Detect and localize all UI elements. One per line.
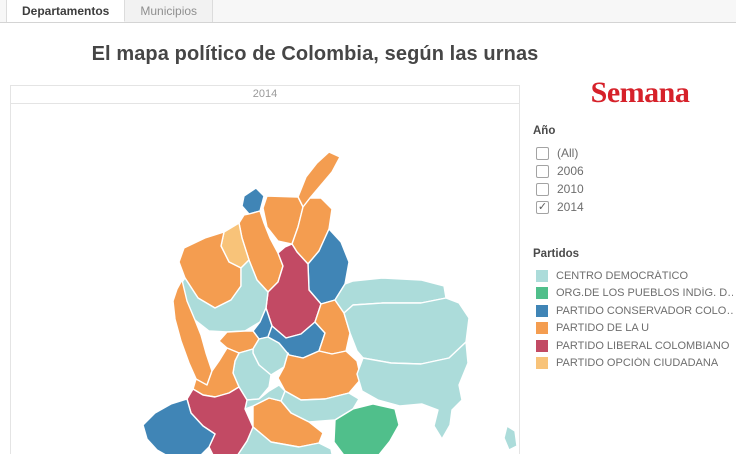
legend-item-opcion-ciudadana[interactable]: PARTIDO OPCIÓN CIUDADANA xyxy=(536,355,733,373)
checkbox-2014-label: 2014 xyxy=(557,200,584,214)
legend-label-org-indigena: ORG.DE LOS PUEBLOS INDÍG. D… xyxy=(556,287,733,300)
year-filter: Año (All) 2006 2010 ✓ 2014 xyxy=(533,125,733,216)
sheet-tab-bar: Departamentos Municipios xyxy=(0,0,736,23)
party-legend-label: Partidos xyxy=(533,248,580,260)
legend-item-liberal[interactable]: PARTIDO LIBERAL COLOMBIANO xyxy=(536,337,733,355)
legend-label-centro-democratico: CENTRO DEMOCRÁTICO xyxy=(556,269,688,282)
legend-label-partido-u: PARTIDO DE LA U xyxy=(556,322,650,335)
region-atlantico[interactable] xyxy=(241,187,265,215)
legend-label-opcion-ciudadana: PARTIDO OPCIÓN CIUDADANA xyxy=(556,357,719,370)
page-title: El mapa político de Colombia, según las … xyxy=(91,43,539,65)
legend-item-partido-u[interactable]: PARTIDO DE LA U xyxy=(536,320,733,338)
year-option-2010[interactable]: 2010 xyxy=(536,180,733,198)
swatch-partido-u xyxy=(536,322,548,335)
checkbox-all[interactable] xyxy=(536,146,549,160)
party-legend: Partidos CENTRO DEMOCRÁTICO ORG.DE LOS P… xyxy=(533,248,733,372)
checkbox-2006-label: 2006 xyxy=(557,164,584,178)
tab-sliver[interactable] xyxy=(0,0,7,22)
legend-label-conservador: PARTIDO CONSERVADOR COLO… xyxy=(556,304,733,317)
legend-item-conservador[interactable]: PARTIDO CONSERVADOR COLO… xyxy=(536,302,733,320)
legend-item-centro-democratico[interactable]: CENTRO DEMOCRÁTICO xyxy=(536,267,733,285)
tab-municipios[interactable]: Municipios xyxy=(125,0,214,22)
right-panel: Semana Año (All) 2006 2010 ✓ 2014 Partid… xyxy=(533,78,733,372)
region-guainia[interactable] xyxy=(356,341,469,440)
swatch-liberal xyxy=(536,339,548,352)
title-row: El mapa político de Colombia, según las … xyxy=(0,43,630,66)
region-vaupes[interactable] xyxy=(333,403,400,454)
semana-logo: Semana xyxy=(590,76,690,109)
checkbox-all-label: (All) xyxy=(557,146,579,160)
colombia-map xyxy=(11,104,519,454)
colombia-choropleth-svg xyxy=(142,151,518,454)
year-option-2014[interactable]: ✓ 2014 xyxy=(536,198,733,216)
year-option-2006[interactable]: 2006 xyxy=(536,162,733,180)
swatch-org-indigena xyxy=(536,287,548,300)
swatch-conservador xyxy=(536,304,548,317)
swatch-opcion-ciudadana xyxy=(536,357,548,370)
map-panel: 2014 xyxy=(10,85,520,454)
checkbox-2006[interactable] xyxy=(536,164,549,178)
map-year-header: 2014 xyxy=(11,86,519,104)
checkbox-2014[interactable]: ✓ xyxy=(536,200,549,214)
year-option-all[interactable]: (All) xyxy=(536,144,733,162)
year-filter-label: Año xyxy=(533,125,556,137)
region-vichada[interactable] xyxy=(343,297,470,365)
swatch-centro-democratico xyxy=(536,269,548,282)
legend-label-liberal: PARTIDO LIBERAL COLOMBIANO xyxy=(556,339,730,352)
tab-departamentos[interactable]: Departamentos xyxy=(7,0,126,22)
region-huila[interactable] xyxy=(244,384,286,410)
region-casanare[interactable] xyxy=(314,299,351,355)
checkbox-2010[interactable] xyxy=(536,182,549,196)
legend-item-org-indigena[interactable]: ORG.DE LOS PUEBLOS INDÍG. D… xyxy=(536,285,733,303)
region-narino[interactable] xyxy=(142,398,216,454)
checkbox-2010-label: 2010 xyxy=(557,182,584,196)
region-east-tip[interactable] xyxy=(503,425,518,451)
